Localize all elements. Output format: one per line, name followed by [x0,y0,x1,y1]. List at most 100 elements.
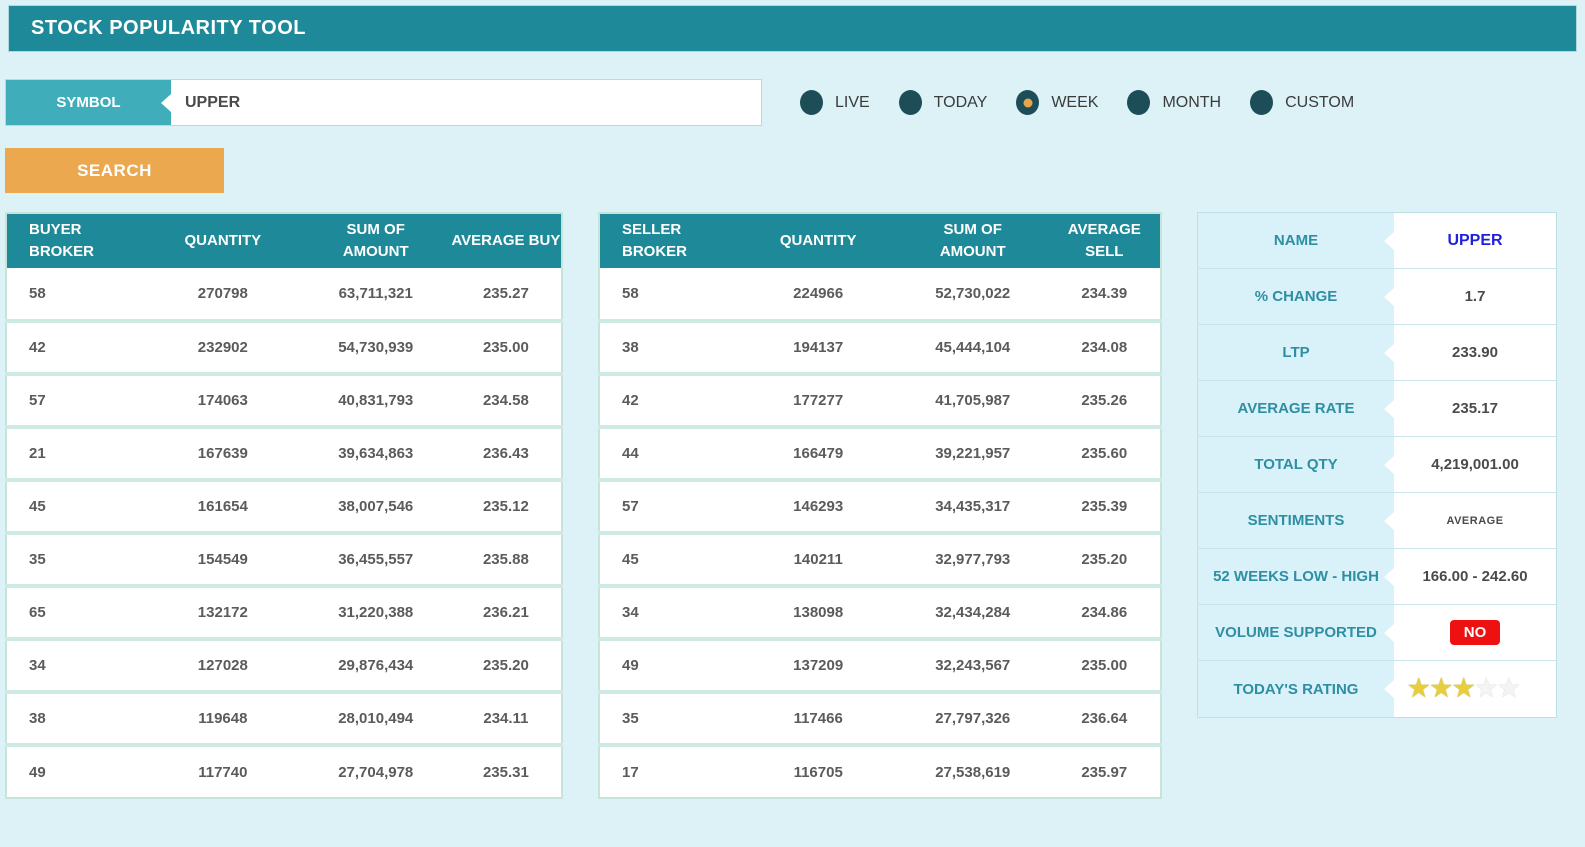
radio-today[interactable]: TODAY [898,90,988,115]
star-empty-icon: ★ [1498,675,1520,702]
radio-circle-icon[interactable] [800,90,823,115]
symbol-label: SYMBOL [6,80,171,125]
table-cell: 57 [6,374,145,429]
radio-label: TODAY [933,93,988,111]
table-cell: 35 [599,692,740,747]
summary-label: TODAY'S RATING [1198,661,1394,717]
radio-week[interactable]: WEEK [1016,90,1098,115]
table-cell: 116705 [739,745,897,798]
rating-stars: ★ ★ ★ ★ ★ [1394,661,1556,717]
table-cell: 270798 [145,268,301,323]
table-row: 42 177277 41,705,987 235.26 [599,374,1161,429]
table-cell: 234.11 [450,692,562,747]
radio-circle-icon[interactable] [1250,90,1274,115]
table-cell: 52,730,022 [896,268,1049,323]
radio-label: CUSTOM [1285,93,1355,111]
table-cell: 234.08 [1048,321,1161,376]
table-cell: 132172 [145,586,301,641]
table-cell: 35 [6,533,145,588]
seller-table: SELLER BROKER QUANTITY SUM OF AMOUNT AVE… [598,212,1162,799]
radio-custom[interactable]: CUSTOM [1250,90,1354,115]
app-header: STOCK POPULARITY TOOL [8,5,1577,52]
table-cell: 42 [599,374,740,429]
table-cell: 49 [599,639,740,694]
radio-label: LIVE [835,93,870,111]
summary-label: 52 WEEKS LOW - HIGH [1198,549,1394,604]
table-cell: 39,634,863 [300,427,451,482]
table-cell: 54,730,939 [300,321,451,376]
table-cell: 235.00 [1048,639,1161,694]
status-badge: NO [1449,620,1501,645]
table-row: 58 270798 63,711,321 235.27 [6,268,562,323]
table-cell: 235.88 [450,533,562,588]
table-cell: 119648 [145,692,301,747]
table-cell: 235.27 [450,268,562,323]
buyer-table-header-row: BUYER BROKER QUANTITY SUM OF AMOUNT AVER… [6,213,562,268]
radio-live[interactable]: LIVE [800,90,870,115]
symbol-group: SYMBOL [5,79,762,126]
average-rate-value: 235.17 [1394,381,1556,436]
table-cell: 234.86 [1048,586,1161,641]
table-cell: 235.31 [450,745,562,798]
star-filled-icon: ★ [1408,675,1430,702]
table-cell: 232902 [145,321,301,376]
column-header: QUANTITY [145,213,301,268]
summary-row-change: % CHANGE 1.7 [1198,269,1556,325]
summary-row-52w: 52 WEEKS LOW - HIGH 166.00 - 242.60 [1198,549,1556,605]
table-cell: 57 [599,480,740,535]
summary-row-sentiments: SENTIMENTS AVERAGE [1198,493,1556,549]
radio-month[interactable]: MONTH [1127,90,1221,115]
table-cell: 174063 [145,374,301,429]
table-cell: 39,221,957 [896,427,1049,482]
table-cell: 137209 [739,639,897,694]
table-cell: 32,434,284 [896,586,1049,641]
table-cell: 34,435,317 [896,480,1049,535]
table-row: 38 194137 45,444,104 234.08 [599,321,1161,376]
table-row: 42 232902 54,730,939 235.00 [6,321,562,376]
volume-supported-value: NO [1394,605,1556,660]
table-cell: 235.12 [450,480,562,535]
stock-name-value: UPPER [1394,213,1556,268]
table-cell: 49 [6,745,145,798]
table-cell: 138098 [739,586,897,641]
table-row: 45 161654 38,007,546 235.12 [6,480,562,535]
table-cell: 235.97 [1048,745,1161,798]
table-cell: 29,876,434 [300,639,451,694]
radio-label: WEEK [1051,93,1099,111]
summary-label: % CHANGE [1198,269,1394,324]
table-cell: 166479 [739,427,897,482]
table-row: 35 154549 36,455,557 235.88 [6,533,562,588]
table-cell: 65 [6,586,145,641]
star-empty-icon: ★ [1475,675,1498,702]
seller-table-header-row: SELLER BROKER QUANTITY SUM OF AMOUNT AVE… [599,213,1161,268]
symbol-input[interactable] [171,80,761,125]
table-row: 35 117466 27,797,326 236.64 [599,692,1161,747]
radio-circle-icon[interactable] [898,90,922,115]
search-button[interactable]: SEARCH [5,148,224,193]
table-row: 21 167639 39,634,863 236.43 [6,427,562,482]
table-cell: 45,444,104 [896,321,1049,376]
table-cell: 40,831,793 [300,374,451,429]
table-cell: 235.20 [450,639,562,694]
table-cell: 42 [6,321,145,376]
table-row: 57 174063 40,831,793 234.58 [6,374,562,429]
table-cell: 41,705,987 [896,374,1049,429]
star-filled-icon: ★ [1430,675,1453,702]
radio-circle-icon[interactable] [1016,90,1040,115]
table-cell: 224966 [739,268,897,323]
table-cell: 140211 [739,533,897,588]
table-cell: 235.26 [1048,374,1161,429]
content: BUYER BROKER QUANTITY SUM OF AMOUNT AVER… [5,212,1585,799]
table-cell: 38 [599,321,740,376]
percent-change-value: 1.7 [1394,269,1556,324]
table-cell: 236.64 [1048,692,1161,747]
summary-panel: NAME UPPER % CHANGE 1.7 LTP 233.90 AVERA… [1197,212,1557,718]
radio-circle-icon[interactable] [1127,90,1151,115]
table-cell: 38 [6,692,145,747]
table-cell: 58 [6,268,145,323]
column-header: QUANTITY [739,213,897,268]
table-cell: 235.60 [1048,427,1161,482]
summary-label: NAME [1198,213,1394,268]
table-row: 44 166479 39,221,957 235.60 [599,427,1161,482]
table-cell: 32,243,567 [896,639,1049,694]
